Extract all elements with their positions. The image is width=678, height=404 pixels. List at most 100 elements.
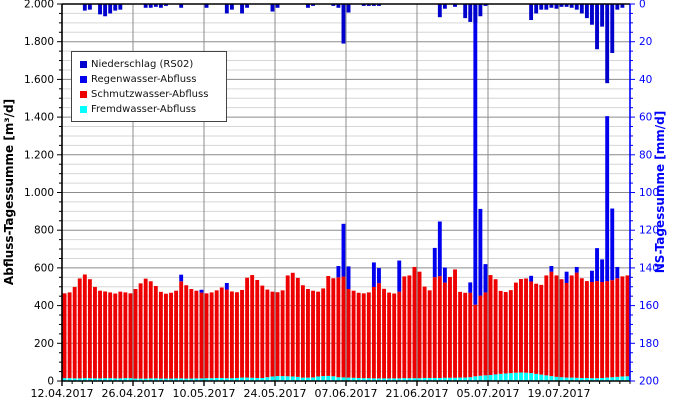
runoff-bar-segment	[569, 377, 574, 381]
precip-bar	[620, 4, 625, 8]
runoff-bar-segment	[336, 266, 341, 278]
runoff-bar-segment	[458, 291, 463, 378]
left-tick-label: 200	[34, 338, 54, 350]
right-tick-label: 160	[639, 300, 659, 312]
runoff-bar-segment	[169, 292, 173, 379]
precip-bar	[574, 4, 579, 10]
precip-bar	[478, 4, 483, 17]
runoff-bar-segment	[98, 378, 102, 381]
left-axis-title: Abfluss-Tagessumme [m³/d]	[2, 99, 16, 285]
precip-bar	[569, 4, 574, 8]
precip-bar	[361, 4, 366, 6]
runoff-bar-segment	[600, 377, 605, 381]
runoff-bar-segment	[148, 281, 153, 379]
runoff-bar-segment	[483, 292, 488, 376]
runoff-bar-segment	[463, 377, 468, 381]
runoff-bar-segment	[605, 281, 610, 378]
runoff-bar-segment	[316, 291, 321, 377]
runoff-bar-segment	[67, 378, 72, 381]
right-tick-label: 140	[639, 262, 659, 274]
runoff-bar-segment	[235, 377, 239, 381]
runoff-bar-segment	[280, 376, 285, 381]
runoff-bar-segment	[529, 281, 534, 374]
left-tick-label: 1.600	[24, 74, 54, 86]
runoff-bar-segment	[209, 378, 214, 381]
runoff-bar-segment	[255, 279, 260, 378]
runoff-bar-segment	[397, 260, 402, 292]
runoff-bar-segment	[143, 378, 148, 381]
runoff-bar-segment	[407, 378, 412, 381]
precip-bar	[442, 4, 447, 9]
precip-bar	[245, 4, 250, 8]
runoff-bar-segment	[448, 377, 452, 381]
runoff-bar-segment	[265, 289, 270, 378]
x-tick-label: 05.07.2017	[457, 387, 520, 400]
runoff-bar-segment	[361, 378, 366, 381]
runoff-bar-segment	[392, 293, 397, 379]
runoff-bar-segment	[224, 282, 229, 290]
right-axis-title: NS-Tagessumme [mm/d]	[653, 111, 667, 273]
precip-bar	[118, 4, 123, 10]
precip-bar	[483, 4, 488, 6]
precip-bar	[539, 4, 544, 10]
precip-bar	[346, 4, 351, 13]
runoff-bar-segment	[417, 378, 422, 381]
runoff-bar-segment	[77, 378, 82, 381]
precip-bar	[371, 4, 376, 6]
precipitation-bars	[82, 4, 625, 84]
runoff-bar-segment	[437, 221, 442, 277]
precip-bar	[108, 4, 113, 14]
left-tick-label: 400	[34, 300, 54, 312]
runoff-bar-segment	[118, 291, 123, 379]
left-tick-label: 800	[34, 225, 54, 237]
precip-bar	[229, 4, 234, 10]
left-tick-label: 1.000	[24, 187, 54, 199]
runoff-bar-segment	[138, 283, 143, 379]
precip-bar	[311, 4, 315, 6]
runoff-bar-segment	[219, 287, 224, 378]
runoff-bar-segment	[544, 375, 549, 381]
runoff-bar-segment	[584, 377, 589, 381]
runoff-bar-segment	[432, 277, 437, 378]
runoff-bar-segment	[194, 290, 199, 379]
runoff-bar-segment	[483, 264, 488, 293]
precip-bar	[453, 4, 457, 7]
runoff-bar-segment	[519, 372, 523, 381]
runoff-bar-segment	[595, 378, 599, 381]
runoff-bar-segment	[87, 378, 92, 381]
runoff-bar-segment	[493, 279, 498, 375]
runoff-bar-segment	[508, 373, 513, 381]
runoff-bar-segment	[204, 293, 209, 379]
runoff-bar-segment	[498, 290, 503, 374]
runoff-bar-segment	[164, 378, 168, 381]
right-tick-label: 200	[639, 376, 659, 388]
precip-bar	[82, 4, 87, 11]
runoff-bar-segment	[463, 292, 468, 378]
runoff-bar-segment	[361, 293, 366, 379]
runoff-bar-segment	[478, 295, 483, 376]
runoff-bar-segment	[377, 268, 381, 284]
runoff-bar-segment	[600, 259, 605, 283]
runoff-bar-segment	[224, 289, 229, 379]
runoff-bar-segment	[539, 284, 544, 375]
runoff-bar-segment	[285, 376, 290, 381]
runoff-bar-segment	[214, 290, 219, 378]
runoff-bar-segment	[224, 378, 229, 381]
runoff-bar-segment	[590, 282, 594, 379]
runoff-bar-segment	[93, 286, 97, 379]
runoff-bar-segment	[371, 378, 376, 381]
runoff-bar-segment	[306, 289, 310, 378]
runoff-bar-segment	[377, 283, 381, 379]
left-tick-label: 1.200	[24, 149, 54, 161]
runoff-bar-segment	[483, 375, 488, 381]
runoff-bar-segment	[559, 279, 564, 378]
precip-bar	[275, 4, 280, 8]
runoff-bar-segment	[326, 276, 331, 376]
runoff-bar-segment	[346, 377, 351, 381]
precip-bar	[143, 4, 148, 8]
runoff-bar-segment	[478, 208, 483, 296]
legend-label: Niederschlag (RS02)	[91, 59, 194, 70]
runoff-bar-segment	[240, 377, 244, 381]
runoff-bar-segment	[169, 378, 173, 381]
runoff-bar-segment	[432, 377, 437, 381]
